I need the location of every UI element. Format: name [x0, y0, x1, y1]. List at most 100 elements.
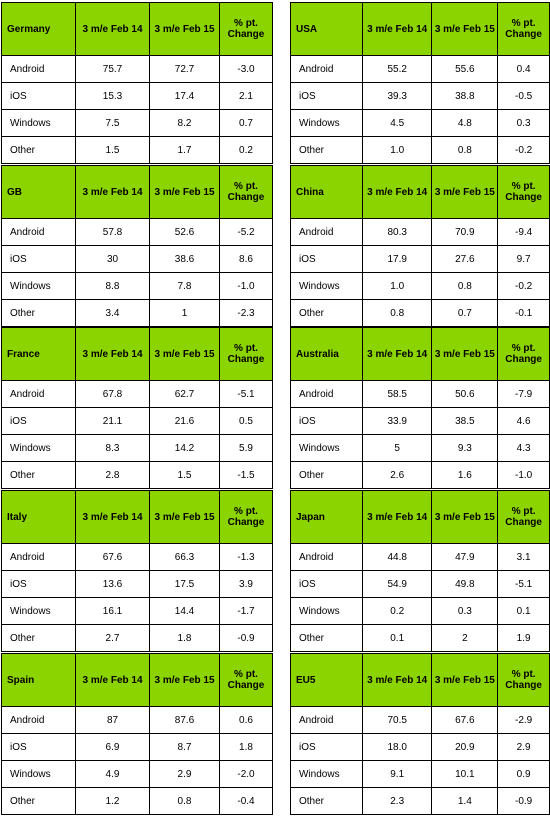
country-table-china: China 3 m/e Feb 14 3 m/e Feb 15 % pt. Ch…	[290, 165, 550, 327]
period1-header: 3 m/e Feb 14	[361, 2, 433, 56]
value-feb14: 75.7	[75, 55, 150, 83]
value-feb14: 55.2	[361, 55, 433, 83]
value-feb15: 55.6	[431, 55, 499, 83]
table-row: Windows 16.1 14.4 -1.7	[1, 597, 273, 625]
value-feb15: 52.6	[149, 218, 220, 246]
value-feb14: 21.1	[75, 407, 150, 435]
table-row: Other 1.5 1.7 0.2	[1, 136, 273, 164]
value-change: -0.4	[219, 787, 273, 815]
value-change: 0.2	[219, 136, 273, 164]
value-feb14: 1.2	[75, 787, 150, 815]
period2-header: 3 m/e Feb 15	[149, 165, 220, 219]
value-feb15: 50.6	[431, 380, 499, 408]
value-feb14: 30	[75, 245, 150, 273]
period2-header: 3 m/e Feb 15	[149, 653, 220, 707]
value-feb15: 1	[149, 299, 220, 327]
value-feb15: 0.8	[431, 136, 499, 164]
table-row: Windows 7.5 8.2 0.7	[1, 109, 273, 137]
value-feb15: 1.6	[431, 461, 499, 489]
table-row: Other 1.2 0.8 -0.4	[1, 787, 273, 815]
country-name: EU5	[290, 653, 363, 707]
value-feb14: 1.5	[75, 136, 150, 164]
value-feb14: 7.5	[75, 109, 150, 137]
value-feb15: 4.8	[431, 109, 499, 137]
value-feb14: 0.1	[361, 624, 433, 652]
value-feb14: 6.9	[75, 733, 150, 761]
period1-header: 3 m/e Feb 14	[361, 327, 433, 381]
value-change: -5.2	[219, 218, 273, 246]
value-change: 0.3	[497, 109, 550, 137]
country-name: France	[1, 327, 76, 381]
os-label: Android	[290, 706, 363, 734]
value-change: -1.0	[497, 461, 550, 489]
value-feb14: 80.3	[361, 218, 433, 246]
value-feb15: 0.8	[149, 787, 220, 815]
table-row: Other 0.8 0.7 -0.1	[290, 299, 550, 327]
value-feb15: 2.9	[149, 760, 220, 788]
change-header: % pt. Change	[497, 327, 550, 381]
table-row: iOS 18.0 20.9 2.9	[290, 733, 550, 761]
table-row: iOS 15.3 17.4 2.1	[1, 82, 273, 110]
os-label: Other	[1, 136, 76, 164]
os-label: Android	[290, 55, 363, 83]
os-label: Android	[290, 380, 363, 408]
table-row: Other 1.0 0.8 -0.2	[290, 136, 550, 164]
value-feb15: 1.8	[149, 624, 220, 652]
value-feb15: 14.2	[149, 434, 220, 462]
table-row: Windows 5 9.3 4.3	[290, 434, 550, 462]
period2-header: 3 m/e Feb 15	[431, 490, 499, 544]
value-change: 3.1	[497, 543, 550, 571]
value-change: -0.2	[497, 136, 550, 164]
value-change: 3.9	[219, 570, 273, 598]
table-row: iOS 39.3 38.8 -0.5	[290, 82, 550, 110]
value-feb14: 16.1	[75, 597, 150, 625]
value-change: -2.3	[219, 299, 273, 327]
value-change: 0.9	[497, 760, 550, 788]
country-table-japan: Japan 3 m/e Feb 14 3 m/e Feb 15 % pt. Ch…	[290, 490, 550, 652]
value-change: 1.9	[497, 624, 550, 652]
value-feb14: 18.0	[361, 733, 433, 761]
period1-header: 3 m/e Feb 14	[75, 165, 150, 219]
change-header: % pt. Change	[219, 2, 273, 56]
value-feb14: 1.0	[361, 136, 433, 164]
os-label: Other	[290, 624, 363, 652]
value-change: -9.4	[497, 218, 550, 246]
os-label: Android	[1, 55, 76, 83]
table-row: Other 0.1 2 1.9	[290, 624, 550, 652]
os-label: iOS	[290, 245, 363, 273]
country-table-eu5: EU5 3 m/e Feb 14 3 m/e Feb 15 % pt. Chan…	[290, 653, 550, 815]
os-label: Windows	[290, 434, 363, 462]
value-feb15: 1.4	[431, 787, 499, 815]
country-name: Germany	[1, 2, 76, 56]
value-change: 0.4	[497, 55, 550, 83]
value-feb14: 2.8	[75, 461, 150, 489]
value-change: -0.5	[497, 82, 550, 110]
os-label: Windows	[290, 272, 363, 300]
change-header: % pt. Change	[497, 490, 550, 544]
value-change: 4.3	[497, 434, 550, 462]
table-row: Other 2.3 1.4 -0.9	[290, 787, 550, 815]
period1-header: 3 m/e Feb 14	[75, 327, 150, 381]
value-feb15: 38.5	[431, 407, 499, 435]
period1-header: 3 m/e Feb 14	[75, 653, 150, 707]
period1-header: 3 m/e Feb 14	[361, 490, 433, 544]
value-feb14: 87	[75, 706, 150, 734]
table-row: Windows 8.8 7.8 -1.0	[1, 272, 273, 300]
value-change: 0.5	[219, 407, 273, 435]
table-row: iOS 6.9 8.7 1.8	[1, 733, 273, 761]
value-feb15: 9.3	[431, 434, 499, 462]
value-change: 9.7	[497, 245, 550, 273]
value-feb14: 0.2	[361, 597, 433, 625]
os-label: iOS	[1, 733, 76, 761]
value-feb14: 54.9	[361, 570, 433, 598]
value-feb14: 2.3	[361, 787, 433, 815]
table-row: Windows 9.1 10.1 0.9	[290, 760, 550, 788]
value-change: 4.6	[497, 407, 550, 435]
value-feb15: 87.6	[149, 706, 220, 734]
table-row: Windows 4.9 2.9 -2.0	[1, 760, 273, 788]
value-change: -5.1	[497, 570, 550, 598]
table-row: Other 2.7 1.8 -0.9	[1, 624, 273, 652]
value-feb15: 70.9	[431, 218, 499, 246]
value-feb15: 38.6	[149, 245, 220, 273]
table-row: iOS 54.9 49.8 -5.1	[290, 570, 550, 598]
